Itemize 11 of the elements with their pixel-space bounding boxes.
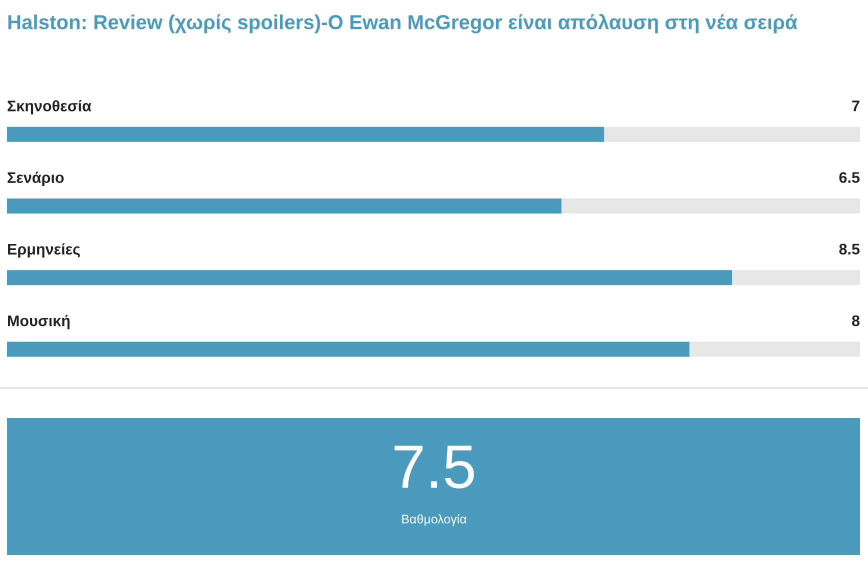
y-tick-label: Ερμηνείες: [8, 243, 80, 258]
data-label: 8: [852, 315, 860, 326]
text: Βαθμολογία: [402, 514, 466, 526]
text: 7.5: [394, 446, 474, 488]
data-label: 7: [852, 100, 860, 112]
chart-title: Halston: Review (χωρίς spoilers)-O Ewan McGregor είναι απόλαυση στη νέα σειρά: [8, 14, 798, 34]
y-tick-label: Σκηνοθεσία: [8, 100, 92, 114]
data-label: 8.5: [839, 244, 860, 255]
data-label: 6.5: [839, 172, 860, 183]
y-tick-label: Μουσική: [8, 314, 70, 330]
y-tick-label: Σενάριο: [8, 172, 64, 186]
